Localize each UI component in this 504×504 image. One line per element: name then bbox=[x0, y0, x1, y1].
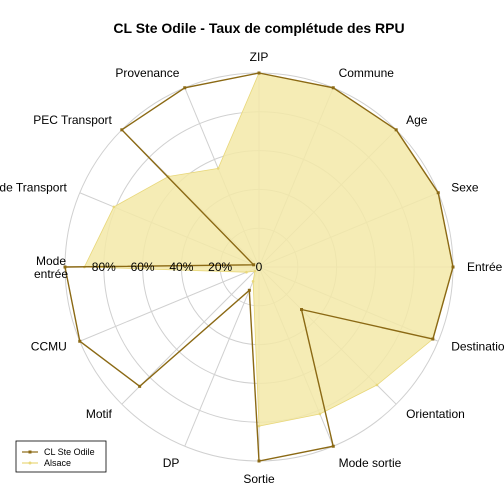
radar-series bbox=[63, 71, 455, 463]
legend-marker-cl-ste-odile bbox=[28, 450, 32, 454]
data-point-cl-ste-odile bbox=[394, 128, 398, 132]
data-point-cl-ste-odile bbox=[257, 459, 261, 463]
category-label: Provenance bbox=[115, 66, 179, 80]
category-label: Mode sortie bbox=[339, 456, 402, 470]
legend-label-alsace: Alsace bbox=[44, 458, 71, 468]
data-point-alsace bbox=[245, 270, 248, 274]
data-point-cl-ste-odile bbox=[247, 288, 251, 292]
series-area-alsace bbox=[83, 72, 454, 427]
category-label: Mode entrée bbox=[34, 254, 68, 281]
category-label: Commune bbox=[339, 66, 395, 80]
category-label: Destination bbox=[451, 340, 504, 354]
data-point-cl-ste-odile bbox=[78, 339, 82, 343]
data-point-cl-ste-odile bbox=[436, 191, 440, 195]
grid-spoke bbox=[184, 266, 260, 447]
data-point-cl-ste-odile bbox=[120, 128, 124, 132]
data-point-cl-ste-odile bbox=[451, 265, 455, 269]
category-label: Mode Transport bbox=[0, 180, 67, 194]
radial-tick-label: 20% bbox=[208, 260, 232, 274]
data-point-alsace bbox=[253, 269, 257, 273]
radial-tick-label: 60% bbox=[131, 260, 155, 274]
legend-label-cl-ste-odile: CL Ste Odile bbox=[44, 447, 95, 457]
category-label: ZIP bbox=[250, 50, 269, 64]
category-label: Age bbox=[406, 113, 428, 127]
data-point-cl-ste-odile bbox=[331, 86, 335, 90]
legend-box bbox=[15, 440, 107, 473]
data-point-cl-ste-odile bbox=[63, 265, 67, 269]
category-label-line: entrée bbox=[34, 267, 68, 281]
data-point-cl-ste-odile bbox=[252, 263, 256, 267]
data-point-cl-ste-odile bbox=[183, 86, 187, 90]
category-label: CCMU bbox=[31, 340, 67, 354]
category-labels: ZIP Commune Age Sexe Entrée Destination Orient… bbox=[0, 50, 504, 486]
radial-tick-label: 40% bbox=[169, 260, 193, 274]
data-point-alsace bbox=[251, 280, 255, 283]
category-label: PEC Transport bbox=[33, 113, 112, 127]
radial-tick-labels: 0 20% 40% 60% 80% bbox=[92, 260, 263, 274]
data-point-alsace bbox=[112, 205, 116, 209]
radial-tick-label: 80% bbox=[92, 260, 116, 274]
data-point-cl-ste-odile bbox=[138, 384, 142, 388]
data-point-cl-ste-odile bbox=[257, 71, 261, 75]
data-point-cl-ste-odile bbox=[331, 444, 335, 448]
data-point-alsace bbox=[216, 167, 220, 170]
category-label: DP bbox=[163, 456, 180, 470]
category-label: Orientation bbox=[406, 407, 465, 421]
data-point-alsace bbox=[318, 412, 322, 416]
category-label: Motif bbox=[86, 407, 113, 421]
category-label-line: Mode bbox=[36, 254, 66, 268]
data-point-cl-ste-odile bbox=[431, 337, 435, 341]
category-label: Sexe bbox=[451, 180, 479, 194]
radial-tick-label: 0 bbox=[256, 260, 263, 274]
data-point-cl-ste-odile bbox=[300, 308, 304, 312]
grid-spoke bbox=[79, 266, 260, 342]
chart-title: CL Ste Odile - Taux de complétude des RP… bbox=[113, 20, 404, 36]
data-point-alsace bbox=[375, 383, 379, 387]
category-label: Entrée bbox=[467, 260, 503, 274]
legend-marker-alsace bbox=[28, 461, 32, 465]
data-point-alsace bbox=[257, 424, 261, 428]
category-label: Sortie bbox=[243, 472, 275, 486]
